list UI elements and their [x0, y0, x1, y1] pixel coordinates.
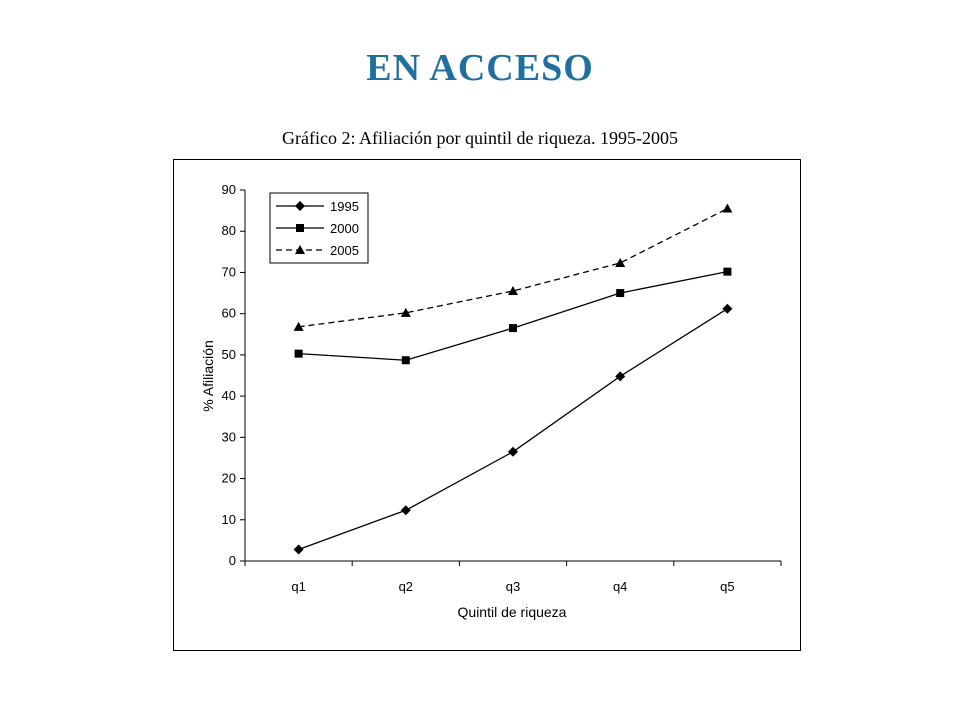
- triangle-marker: [400, 307, 411, 317]
- series-group: [293, 203, 733, 555]
- y-tick-label: 50: [222, 347, 236, 362]
- diamond-marker: [400, 505, 411, 516]
- diamond-marker: [295, 201, 305, 211]
- triangle-marker: [508, 285, 518, 295]
- x-tick-label: q3: [506, 579, 520, 594]
- slide-title: EN ACCESO: [366, 47, 594, 89]
- x-axis-label: Quintil de riqueza: [458, 604, 567, 620]
- series-line-2000: [298, 270, 728, 361]
- y-tick-label: 90: [222, 182, 236, 197]
- diamond-marker: [615, 371, 626, 382]
- tick-labels: 0 10 20 30 40 50 60 70 80 90 q1 q2 q3 q4 q5: [222, 182, 735, 594]
- triangle-marker: [293, 321, 304, 331]
- x-tick-label: q1: [291, 579, 305, 594]
- y-tick-label: 70: [222, 264, 236, 279]
- legend-label: 2005: [330, 243, 359, 258]
- diamond-marker: [508, 446, 518, 457]
- axes: [240, 189, 782, 566]
- square-marker: [723, 267, 732, 276]
- square-marker: [509, 324, 517, 333]
- x-tick-label: q2: [399, 579, 413, 594]
- triangle-marker: [295, 245, 305, 254]
- y-tick-label: 20: [222, 471, 236, 486]
- square-marker: [401, 356, 410, 365]
- legend-label: 2000: [330, 221, 359, 236]
- square-marker: [294, 349, 303, 358]
- y-tick-label: 10: [222, 512, 236, 527]
- chart-title: Gráfico 2: Afiliación por quintil de riq…: [282, 128, 678, 148]
- x-tick-label: q5: [720, 579, 734, 594]
- legend-label: 1995: [330, 199, 359, 214]
- square-marker: [616, 289, 625, 298]
- y-tick-label: 30: [222, 429, 236, 444]
- y-tick-label: 60: [222, 306, 236, 321]
- legend: 1995 2000 2005: [269, 192, 369, 264]
- diamond-marker: [293, 544, 304, 555]
- triangle-marker: [615, 257, 626, 267]
- triangle-marker: [722, 203, 733, 213]
- series-line-1995: [298, 308, 728, 551]
- y-tick-label: 80: [222, 223, 236, 238]
- y-axis-label: % Afiliación: [200, 340, 216, 412]
- series-line-2005: [298, 207, 728, 328]
- x-tick-label: q4: [613, 579, 627, 594]
- y-tick-label: 40: [222, 388, 236, 403]
- y-tick-label: 0: [229, 553, 236, 568]
- square-marker: [296, 224, 304, 232]
- diamond-marker: [722, 303, 733, 314]
